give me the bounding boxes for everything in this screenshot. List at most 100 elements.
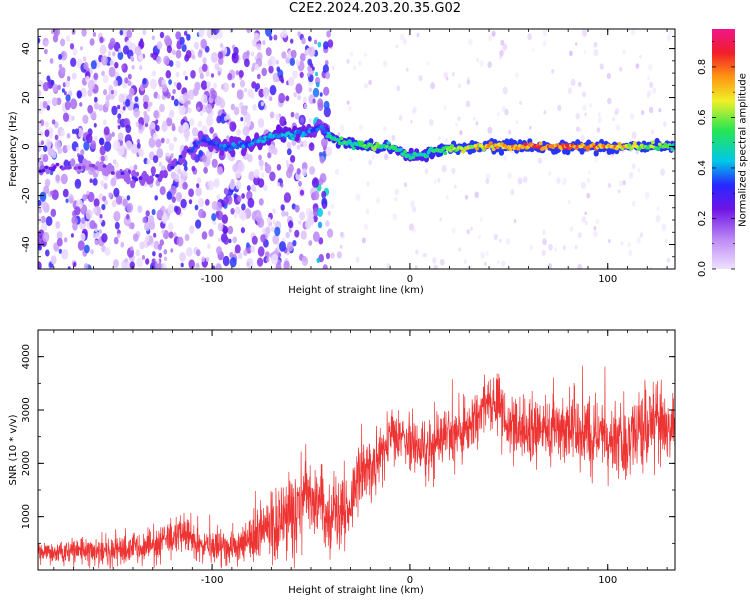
heat-blob	[259, 165, 264, 171]
heat-blob	[222, 255, 230, 267]
heat-blob	[479, 217, 483, 222]
heat-blob	[65, 79, 71, 88]
heat-blob	[396, 85, 401, 92]
heat-blob	[286, 148, 292, 156]
heat-blob	[125, 98, 131, 107]
heat-blob	[82, 114, 89, 125]
heat-blob	[133, 164, 138, 170]
heat-blob	[164, 256, 167, 262]
colorbar-tick-label: 0.8	[697, 59, 708, 75]
heat-blob	[206, 29, 214, 39]
heat-blob	[499, 238, 502, 243]
heat-blob	[153, 110, 159, 119]
ridge-core	[224, 146, 229, 151]
heat-blob	[313, 190, 320, 201]
heat-blob	[102, 74, 109, 84]
ridge-core	[315, 127, 320, 132]
heat-blob	[80, 46, 83, 51]
heat-blob	[194, 204, 199, 211]
heat-blob	[297, 31, 301, 37]
heat-blob	[569, 50, 573, 56]
heat-blob	[122, 45, 130, 55]
ridge-core	[336, 138, 341, 143]
heat-blob	[87, 104, 94, 114]
heat-blob	[187, 107, 192, 114]
ridge-core	[372, 147, 377, 152]
heat-blob	[50, 255, 57, 265]
heat-blob	[81, 217, 86, 225]
heat-blob	[586, 192, 591, 199]
ridge-core	[443, 151, 448, 155]
heat-blob	[612, 117, 615, 122]
heat-blob	[41, 200, 48, 210]
heat-blob	[500, 39, 505, 46]
heat-blob	[166, 117, 173, 127]
heat-blob	[38, 199, 42, 207]
heat-blob	[196, 249, 201, 257]
heat-blob	[93, 135, 98, 142]
heat-blob	[79, 102, 83, 107]
heat-blob	[663, 121, 667, 127]
heat-blob	[228, 238, 232, 244]
heat-blob	[318, 237, 324, 245]
heat-blob	[284, 211, 289, 217]
ridge-core	[120, 171, 125, 175]
heat-blob	[575, 42, 578, 46]
heat-blob	[55, 174, 60, 182]
heat-blob	[485, 173, 491, 180]
heat-blob	[265, 29, 273, 37]
heat-blob	[159, 103, 165, 113]
heat-blob	[542, 229, 546, 235]
ridge-halo	[517, 139, 523, 146]
heat-blob	[111, 199, 117, 208]
heat-blob	[44, 48, 48, 55]
heat-blob	[265, 226, 271, 235]
heat-blob	[299, 189, 305, 196]
heat-blob	[38, 37, 41, 44]
heat-blob	[60, 129, 65, 137]
heat-blob	[297, 94, 301, 101]
heat-blob	[171, 196, 176, 203]
heat-blob	[485, 178, 490, 185]
heat-blob	[101, 204, 106, 211]
heat-blob	[451, 71, 455, 77]
heat-blob	[581, 216, 587, 223]
heat-blob	[583, 50, 586, 55]
heat-blob	[275, 262, 282, 269]
heat-blob	[398, 114, 403, 121]
heat-blob	[355, 256, 360, 263]
heat-blob	[42, 231, 50, 243]
heat-blob	[236, 129, 241, 136]
heat-blob	[156, 259, 160, 264]
heat-blob	[60, 38, 66, 47]
heat-blob	[413, 106, 417, 113]
heat-blob	[205, 103, 213, 114]
heat-blob	[236, 89, 244, 100]
heat-blob	[364, 52, 367, 57]
ridge-core	[175, 161, 180, 165]
heat-blob	[304, 219, 312, 230]
heat-blob	[400, 34, 405, 41]
heat-blob	[136, 257, 144, 268]
heat-blob	[39, 191, 47, 202]
heat-blob	[510, 189, 515, 196]
heat-blob	[581, 29, 587, 37]
y-tick-label: -40	[21, 236, 32, 252]
ridge-halo	[78, 163, 85, 172]
heat-blob	[296, 144, 301, 150]
heat-blob	[280, 204, 285, 211]
heat-blob	[51, 189, 59, 201]
heat-blob	[580, 181, 586, 189]
heat-blob	[38, 79, 44, 88]
heat-blob	[111, 105, 118, 116]
heat-blob	[296, 168, 301, 175]
heat-blob	[153, 91, 159, 99]
heat-blob	[70, 98, 78, 110]
heat-blob	[179, 36, 185, 45]
heat-blob	[631, 29, 635, 36]
heat-blob	[336, 251, 342, 259]
ridge-core	[110, 171, 115, 175]
ridge-core	[261, 139, 266, 144]
heat-blob	[223, 187, 229, 195]
